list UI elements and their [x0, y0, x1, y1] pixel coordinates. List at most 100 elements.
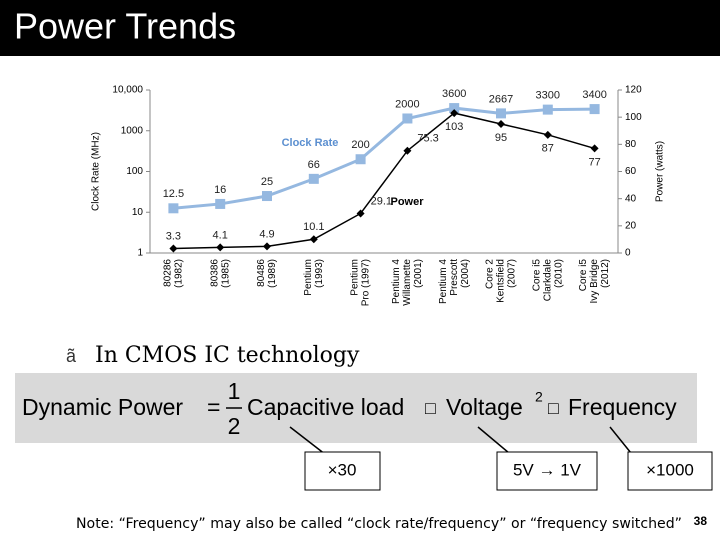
- point: [497, 119, 505, 128]
- x-tick-label: Willamette: [402, 259, 413, 306]
- point: [496, 108, 506, 119]
- x-tick-label: Clarkdale: [542, 259, 553, 302]
- data-label: 200: [351, 139, 369, 151]
- x-tick-label: Core 2: [485, 259, 496, 289]
- x-tick-label: (2004): [460, 259, 471, 288]
- point: [543, 130, 552, 139]
- annotation-box: [627, 451, 713, 491]
- bullet-text: In CMOS IC technology: [95, 343, 360, 368]
- x-tick-label: 80486: [256, 259, 267, 287]
- y-tick-label: 10,000: [112, 85, 143, 96]
- point: [590, 144, 599, 153]
- data-label: 16: [214, 184, 226, 196]
- x-tick-label: (1989): [267, 259, 278, 288]
- annotation-box: [304, 451, 381, 491]
- formula-lhs: Dynamic Power: [22, 394, 183, 420]
- data-label: 77: [588, 156, 600, 168]
- y2-tick-label: 40: [625, 193, 637, 204]
- x-tick-label: 80286: [163, 259, 174, 287]
- x-tick-label: (2012): [600, 259, 611, 288]
- data-label: 10.1: [303, 221, 324, 233]
- formula-separator: □: [425, 398, 436, 418]
- y-tick-label: 1000: [121, 125, 144, 136]
- legend-label: Power: [390, 196, 424, 208]
- formula-separator: □: [548, 398, 559, 418]
- chart: 1 10 100 1000 10,000 0 20 40 60 80 100 120 Clock Rat…: [91, 85, 666, 307]
- point: [589, 104, 600, 115]
- y-axis-label: Clock Rate (MHz): [91, 132, 102, 211]
- data-label: 95: [495, 132, 507, 144]
- formula-equals: =: [207, 394, 220, 420]
- x-tick-label: (2010): [553, 259, 564, 288]
- annotation: 5V → 1V: [513, 460, 582, 479]
- annotation: ×1000: [646, 460, 694, 479]
- y-tick-label: 10: [132, 207, 144, 218]
- point: [542, 104, 553, 115]
- point: [355, 154, 366, 165]
- data-label: 3600: [442, 88, 466, 100]
- y2-tick-label: 80: [625, 139, 637, 150]
- data-label: 2000: [395, 98, 419, 110]
- annotation: ×30: [328, 460, 357, 479]
- x-tick-label: (1985): [220, 259, 231, 288]
- data-label: 3300: [536, 90, 560, 102]
- x-tick-label: Pentium: [350, 259, 361, 296]
- y-tick-label: 1: [137, 248, 143, 259]
- point: [308, 173, 319, 184]
- formula-numerator: 1: [228, 378, 241, 404]
- formula-term: Frequency: [568, 394, 677, 420]
- x-tick-label: Kentsfield: [496, 259, 507, 303]
- data-label: 25: [261, 176, 273, 188]
- point: [403, 146, 412, 155]
- x-tick-label: Core i5: [578, 259, 589, 292]
- annotation-box: [496, 451, 598, 491]
- y2-axis-label: Power (watts): [655, 141, 666, 202]
- data-label: 29.1: [371, 195, 392, 207]
- point: [356, 209, 365, 218]
- y2-tick-label: 20: [625, 220, 637, 231]
- formula-term: Voltage: [446, 394, 523, 420]
- x-tick-label: Pentium: [303, 259, 314, 296]
- formula-denominator: 2: [228, 413, 241, 439]
- y2-tick-label: 60: [625, 166, 637, 177]
- data-label: 87: [542, 143, 554, 155]
- formula-term: Capacitive load: [247, 394, 404, 420]
- x-tick-label: Core i5: [531, 259, 542, 292]
- data-label: 75.3: [417, 133, 438, 145]
- point: [216, 243, 225, 252]
- x-tick-label: Pentium 4: [438, 259, 449, 304]
- data-label: 2667: [489, 93, 513, 105]
- point: [215, 198, 226, 209]
- x-tick-label: (1993): [314, 259, 325, 288]
- series-line: [173, 106, 595, 210]
- data-label: 66: [308, 159, 320, 171]
- x-tick-label: 80386: [209, 259, 220, 287]
- page-number: 38: [694, 514, 708, 528]
- x-tick-label: (2007): [507, 259, 518, 288]
- data-label: 12.5: [163, 188, 184, 200]
- x-tick-label: Pentium 4: [391, 259, 402, 304]
- data-label: 4.1: [213, 229, 228, 241]
- data-label: 103: [445, 121, 463, 133]
- point: [449, 103, 460, 114]
- point: [402, 113, 413, 124]
- x-tick-label: Pro (1997): [361, 259, 372, 306]
- series-line: [173, 112, 595, 250]
- y2-tick-label: 120: [625, 85, 642, 96]
- bullet-marker: ã: [66, 346, 77, 366]
- y2-tick-label: 0: [625, 248, 631, 259]
- point: [450, 109, 459, 118]
- formula-exponent: 2: [535, 389, 543, 405]
- title-bar: [0, 0, 720, 56]
- y-tick-label: 100: [126, 166, 143, 177]
- x-tick-label: Ivy Bridge: [589, 259, 600, 304]
- formula-box: [15, 373, 697, 443]
- point: [262, 191, 272, 202]
- data-label: 4.9: [259, 228, 274, 240]
- point: [263, 242, 271, 251]
- point: [168, 203, 179, 214]
- data-label: 3.3: [166, 230, 181, 242]
- y2-tick-label: 100: [625, 112, 642, 123]
